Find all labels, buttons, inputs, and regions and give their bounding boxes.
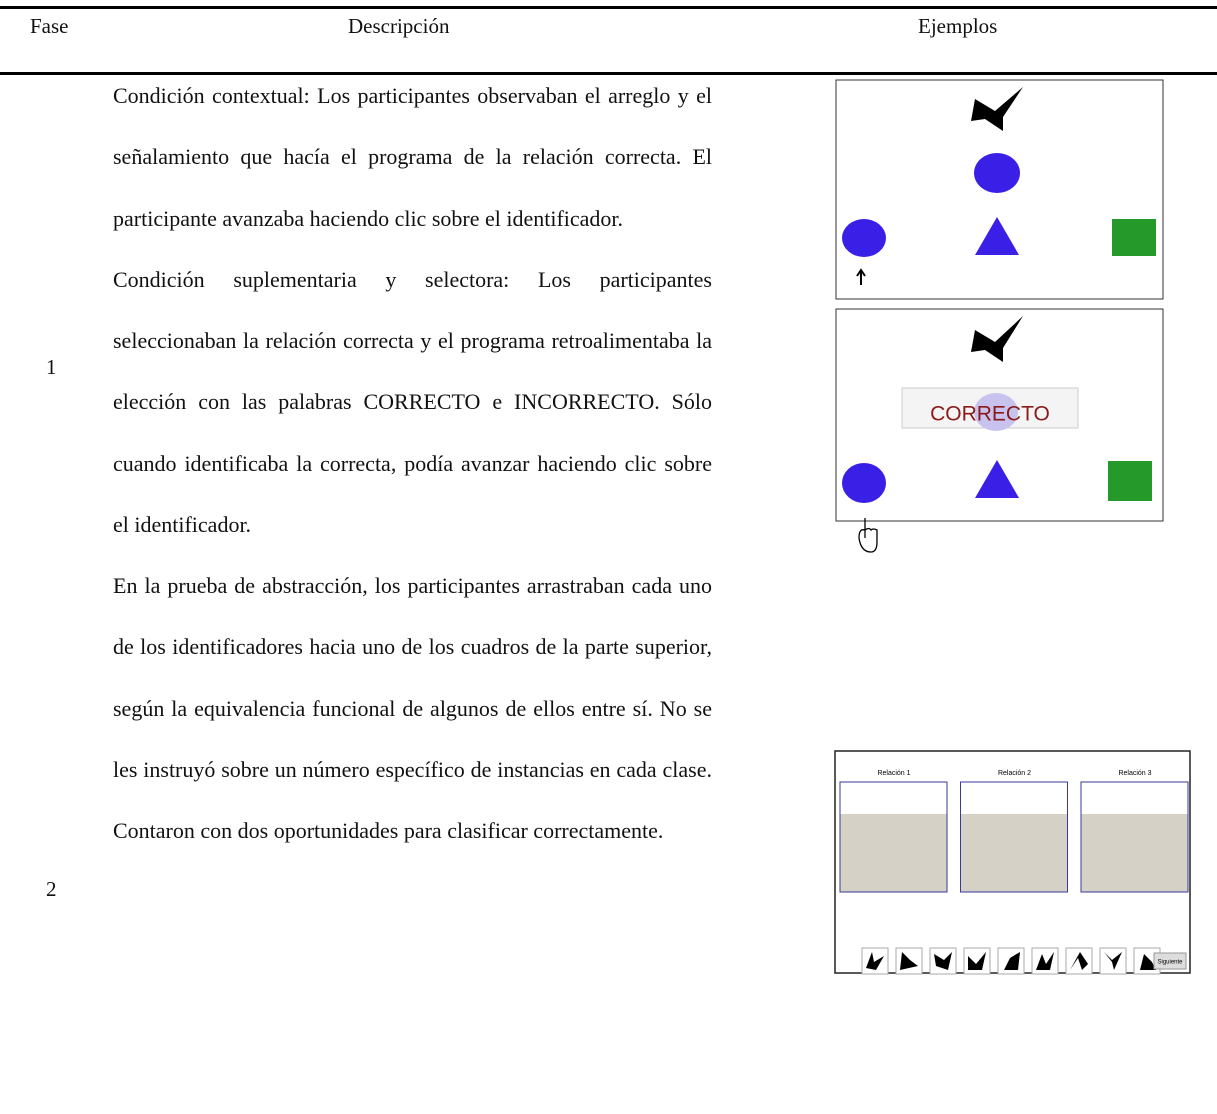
icon-shape (1036, 952, 1054, 970)
header-cell: Fase (30, 14, 69, 38)
header-cell: Descripción (348, 14, 450, 38)
header-cell: Ejemplos (918, 14, 998, 38)
identifier-icon[interactable] (997, 947, 1025, 975)
identifier-icon[interactable] (963, 947, 991, 975)
icon-shape (1104, 952, 1122, 970)
identifier-icon[interactable] (895, 947, 923, 975)
identifier-icon[interactable] (929, 947, 957, 975)
icon-shape (968, 952, 986, 970)
icon-shape (866, 952, 884, 970)
example-image: Relación 1 Relación 2 Relación 3 Siguiente (834, 750, 1191, 975)
phase: 1 (46, 355, 57, 379)
box-label: Relación 3 (1118, 770, 1151, 777)
top-rule (0, 6, 1217, 9)
icon-frame (1031, 947, 1059, 975)
box-label: Relación 1 (877, 770, 910, 777)
icon-frame (963, 947, 991, 975)
icon-frame (861, 947, 889, 975)
identifier-icon[interactable] (1065, 947, 1093, 975)
icon-shape (1140, 954, 1156, 970)
icon-shape (1070, 952, 1088, 970)
drop-area (961, 814, 1067, 892)
example-image: CORRECTO (835, 308, 1164, 553)
feedback-label: CORRECTO (930, 403, 1050, 426)
drop-area (1081, 814, 1188, 892)
description: Condición suplementaria y selectora: Los… (113, 266, 712, 537)
description: En la prueba de abstracción, los partici… (113, 573, 712, 843)
header-rule (0, 72, 1217, 75)
identifier-icon[interactable] (1031, 947, 1059, 975)
description: Condición contextual: Los participantes … (113, 83, 712, 231)
descriptions: Condición contextual: Los participantes … (113, 65, 712, 861)
button-label[interactable]: Siguiente (1157, 960, 1183, 966)
identifier-icon[interactable] (861, 947, 889, 975)
box-label: Relación 2 (998, 770, 1031, 777)
phase: 2 (46, 877, 57, 901)
identifier-icon[interactable] (1133, 947, 1161, 975)
icon-shape (934, 952, 952, 970)
drop-area (840, 814, 947, 892)
icon-shape (1004, 952, 1020, 970)
example-image (835, 79, 1164, 300)
icon-shape (900, 952, 918, 970)
identifier-icon[interactable] (1099, 947, 1127, 975)
